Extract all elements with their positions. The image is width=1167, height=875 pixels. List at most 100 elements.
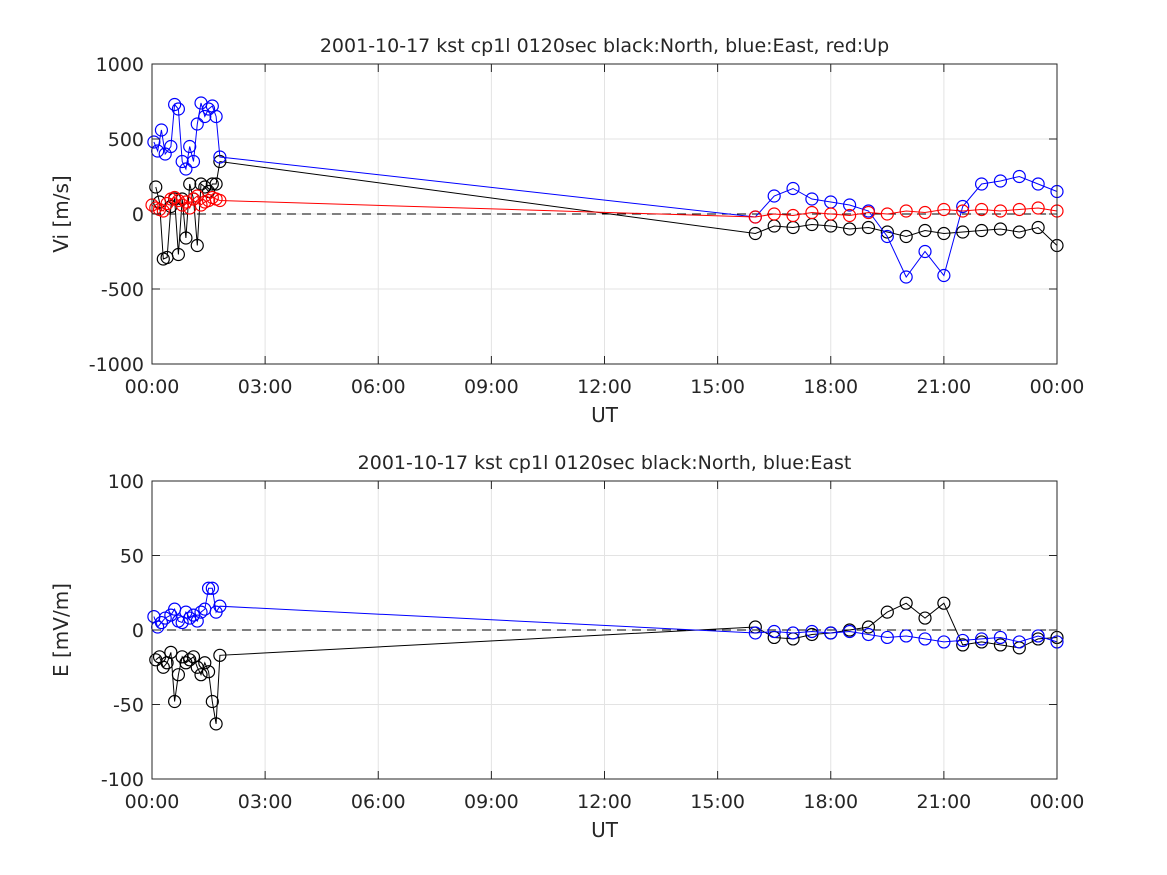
series-east — [147, 96, 1064, 284]
data-point — [190, 614, 204, 628]
x-tick-label: 00:00 — [1030, 376, 1085, 398]
data-point — [748, 210, 762, 224]
y-tick-label: -100 — [101, 769, 144, 791]
data-point — [956, 633, 970, 648]
data-point — [899, 596, 913, 610]
data-point — [179, 231, 193, 245]
data-point — [154, 123, 169, 137]
data-point — [974, 202, 989, 217]
data-point — [194, 668, 208, 682]
data-point — [1031, 220, 1045, 235]
data-point — [205, 581, 219, 595]
data-point — [843, 222, 857, 236]
data-point — [974, 177, 989, 191]
data-point — [748, 626, 762, 640]
data-point — [186, 154, 201, 169]
data-point — [175, 154, 189, 169]
data-point — [861, 205, 876, 220]
x-tick-label: 12:00 — [577, 791, 632, 813]
x-tick-label: 18:00 — [803, 791, 858, 813]
data-point — [937, 202, 951, 217]
data-point — [918, 244, 932, 259]
data-point — [918, 611, 932, 625]
data-point — [824, 626, 838, 640]
data-point — [179, 162, 193, 176]
data-point — [164, 645, 178, 659]
data-point — [171, 668, 185, 682]
data-point — [805, 205, 819, 220]
data-point — [974, 632, 989, 646]
data-point — [861, 620, 876, 634]
y-tick-label: 50 — [120, 546, 144, 568]
data-point — [993, 630, 1008, 645]
data-point — [767, 189, 781, 203]
data-point — [213, 193, 227, 208]
x-tick-label: 09:00 — [464, 791, 519, 813]
data-point — [918, 632, 932, 646]
data-point — [205, 177, 219, 191]
data-point — [1012, 202, 1026, 217]
data-point — [956, 199, 970, 214]
data-point — [767, 207, 781, 221]
data-point — [168, 694, 182, 709]
data-point — [198, 656, 212, 670]
x-tick-label: 18:00 — [803, 376, 858, 398]
data-point — [147, 135, 161, 149]
data-point — [899, 229, 913, 244]
data-point — [168, 190, 182, 205]
x-tick-label: 12:00 — [577, 376, 632, 398]
data-point — [209, 717, 223, 731]
data-point — [213, 599, 227, 613]
data-point — [843, 624, 857, 639]
data-point — [843, 208, 857, 223]
chart-title: 2001-10-17 kst cp1l 0120sec black:North,… — [358, 452, 852, 474]
y-tick-label: -1000 — [89, 354, 144, 376]
data-point — [918, 205, 932, 220]
series-line — [155, 602, 1058, 724]
y-axis-label: E [mV/m] — [49, 583, 73, 677]
data-point — [786, 181, 800, 196]
data-point — [213, 150, 227, 164]
data-point — [183, 139, 197, 154]
y-tick-label: 0 — [132, 620, 144, 642]
data-point — [993, 222, 1008, 236]
data-point — [1012, 635, 1026, 649]
data-point — [171, 102, 185, 116]
data-point — [1031, 177, 1045, 191]
data-point — [1031, 632, 1045, 646]
data-point — [168, 97, 182, 112]
x-tick-label: 03:00 — [238, 791, 293, 813]
x-tick-label: 15:00 — [690, 791, 745, 813]
x-tick-label: 21:00 — [916, 791, 971, 813]
data-point — [993, 638, 1008, 652]
x-tick-label: 00:00 — [1030, 791, 1085, 813]
data-point — [156, 204, 170, 218]
data-point — [1012, 169, 1026, 184]
data-point — [993, 204, 1008, 218]
x-tick-label: 15:00 — [690, 376, 745, 398]
data-point — [956, 204, 970, 218]
x-axis-label: UT — [591, 818, 619, 842]
data-point — [149, 180, 163, 194]
data-point — [190, 117, 204, 131]
data-point — [201, 665, 216, 679]
data-point — [880, 605, 894, 619]
data-point — [748, 226, 762, 241]
data-point — [209, 177, 223, 191]
data-point — [937, 268, 951, 283]
data-point — [1031, 629, 1045, 643]
data-point — [824, 207, 838, 221]
data-point — [805, 627, 819, 642]
data-point — [805, 624, 819, 639]
x-tick-label: 03:00 — [238, 376, 293, 398]
data-point — [937, 226, 951, 241]
data-point — [1031, 201, 1045, 215]
data-point — [201, 193, 216, 208]
data-point — [956, 225, 970, 239]
data-point — [183, 177, 197, 191]
data-point — [171, 247, 185, 262]
y-tick-label: -500 — [101, 279, 144, 301]
data-point — [190, 238, 204, 253]
x-tick-label: 06:00 — [351, 376, 406, 398]
data-point — [767, 624, 781, 639]
